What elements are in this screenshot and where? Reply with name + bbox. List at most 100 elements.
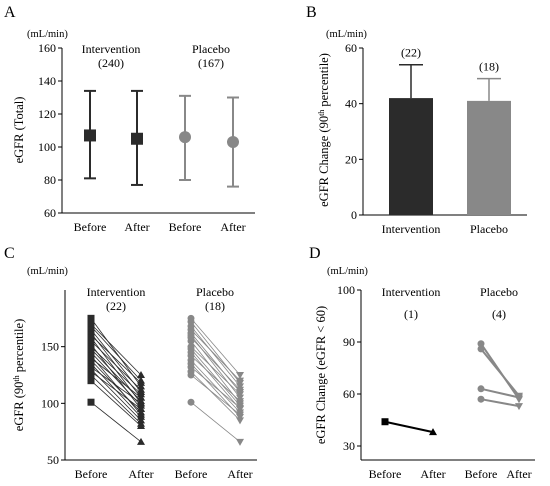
panel-a-mean-marker — [131, 132, 143, 145]
panel-d-placebo-before-point — [477, 345, 485, 353]
panel-a-mean-marker — [84, 129, 96, 142]
panel-d-placebo-line — [480, 348, 520, 397]
panel-c-placebo-after-point — [236, 391, 244, 399]
panel-c-intervention-line — [90, 352, 142, 406]
panel-d-ytick-label: 30 — [343, 439, 355, 453]
panel-c-placebo-after-point — [236, 438, 244, 446]
panel-c-placebo-before-point — [187, 371, 195, 379]
panel-c-placebo-after-point — [236, 417, 244, 425]
panel-a-group-intervention: Intervention — [82, 42, 141, 56]
panel-c-intervention-line — [90, 348, 142, 402]
panel-c-category-label: Before — [175, 467, 208, 481]
panel-c-intervention-line — [90, 401, 142, 443]
panel-d-category-label: Before — [369, 467, 402, 481]
panel-c: C (mL/min) Intervention (22) Placebo (18… — [4, 245, 257, 481]
panel-c-placebo-line — [190, 371, 241, 421]
panel-b-category-label: Intervention — [382, 222, 441, 236]
panel-c-intervention-line — [90, 366, 142, 404]
panel-c-placebo-line — [190, 329, 241, 381]
panel-c-intervention-line — [90, 371, 142, 410]
panel-c-letter: C — [4, 245, 15, 262]
panel-c-intervention-line — [90, 374, 142, 425]
panel-d-group-placebo: Placebo — [480, 285, 518, 299]
panel-c-unit: (mL/min) — [27, 266, 68, 277]
panel-c-intervention-before-point — [87, 398, 95, 406]
panel-c-intervention-line — [90, 380, 142, 427]
panel-c-intervention-line — [90, 325, 142, 381]
panel-d-category-label: After — [506, 467, 531, 481]
panel-b-letter: B — [306, 4, 317, 21]
panel-c-intervention-after-point — [137, 393, 145, 401]
panel-c-category-label: After — [227, 467, 252, 481]
panel-c-intervention-before-point — [87, 314, 95, 322]
panel-c-intervention-before-point — [87, 377, 95, 385]
panel-a-ytick-label: 120 — [38, 107, 56, 121]
panel-c-category-label: Before — [75, 467, 108, 481]
panel-c-placebo-after-point — [236, 411, 244, 419]
panel-c-placebo-before-point — [187, 337, 195, 345]
panel-c-group-placebo: Placebo — [196, 285, 234, 299]
panel-a-category-label: After — [220, 220, 245, 234]
panel-d-group-intervention-n: (1) — [404, 307, 418, 321]
panel-c-placebo-line — [190, 332, 241, 393]
panel-c-intervention-line — [90, 335, 142, 384]
panel-c-placebo-line — [190, 348, 241, 406]
panel-d-intervention-after-point — [429, 428, 437, 436]
panel-d-ytick-label: 90 — [343, 335, 355, 349]
panel-b-bar — [389, 98, 433, 215]
panel-b-bar — [467, 100, 511, 215]
panel-a-ytick-label: 60 — [44, 206, 56, 220]
panel-c-placebo-line — [190, 337, 241, 391]
panel-d-placebo-line — [480, 398, 520, 408]
panel-a-ytick-label: 160 — [38, 41, 56, 55]
panel-b-ytick-label: 20 — [345, 152, 357, 166]
panel-c-intervention-line — [90, 340, 142, 391]
panel-d-placebo-line — [480, 387, 520, 399]
panel-a-group-placebo-n: (167) — [198, 56, 224, 70]
panel-c-group-intervention: Intervention — [87, 285, 146, 299]
panel-c-placebo-line — [190, 366, 241, 409]
panel-a-ytick-label: 140 — [38, 74, 56, 88]
panel-c-group-placebo-n: (18) — [205, 299, 225, 313]
panel-c-intervention-line — [90, 359, 142, 413]
panel-c-placebo-after-point — [236, 377, 244, 385]
panel-d-category-label: After — [420, 467, 445, 481]
panel-a-category-label: Before — [74, 220, 107, 234]
panel-c-placebo-line — [190, 359, 241, 413]
panel-d-unit: (mL/min) — [327, 266, 368, 277]
panel-c-placebo-line — [190, 318, 241, 376]
panel-c-intervention-after-point — [137, 422, 145, 429]
panel-d: D (mL/min) Intervention (1) Placebo (4) … — [309, 245, 535, 481]
panel-c-placebo-line — [190, 355, 241, 402]
panel-c-placebo-after-point — [236, 372, 244, 379]
panel-c-placebo-line — [190, 352, 241, 410]
panel-c-placebo-after-point — [236, 398, 244, 406]
panel-c-intervention-after-point — [137, 405, 145, 412]
panel-c-intervention-line — [90, 344, 142, 410]
panel-c-intervention-after-point — [137, 371, 145, 378]
panel-c-ytick-label: 150 — [41, 340, 59, 354]
panel-c-intervention-line — [90, 323, 142, 376]
panel-b-ytick-label: 40 — [345, 97, 357, 111]
panel-d-group-intervention: Intervention — [382, 285, 441, 299]
panel-d-ytick-label: 100 — [337, 283, 355, 297]
panel-d-group-placebo-n: (4) — [492, 307, 506, 321]
panel-b-ytick-label: 60 — [345, 41, 357, 55]
panel-d-intervention-before-point — [381, 418, 389, 426]
panel-a-group-placebo: Placebo — [192, 42, 230, 56]
panel-c-placebo-after-point — [236, 386, 244, 394]
panel-d-placebo-before-point — [477, 385, 485, 393]
panel-c-intervention-after-point — [137, 399, 145, 407]
panel-d-placebo-before-point — [477, 395, 485, 403]
panel-c-placebo-after-point — [236, 404, 244, 412]
panel-d-ylabel: eGFR Change (eGFR < 60) — [314, 306, 328, 444]
panel-c-ytick-label: 100 — [41, 396, 59, 410]
panel-a-letter: A — [4, 4, 16, 21]
panel-c-category-label: After — [128, 467, 153, 481]
panel-d-intervention-line — [384, 420, 434, 434]
panel-c-intervention-after-point — [137, 385, 145, 393]
panel-b-category-label: Placebo — [470, 222, 508, 236]
panel-d-placebo-after-point — [515, 403, 523, 411]
panel-c-placebo-line — [190, 321, 241, 384]
panel-b-ytick-label: 0 — [351, 208, 357, 222]
